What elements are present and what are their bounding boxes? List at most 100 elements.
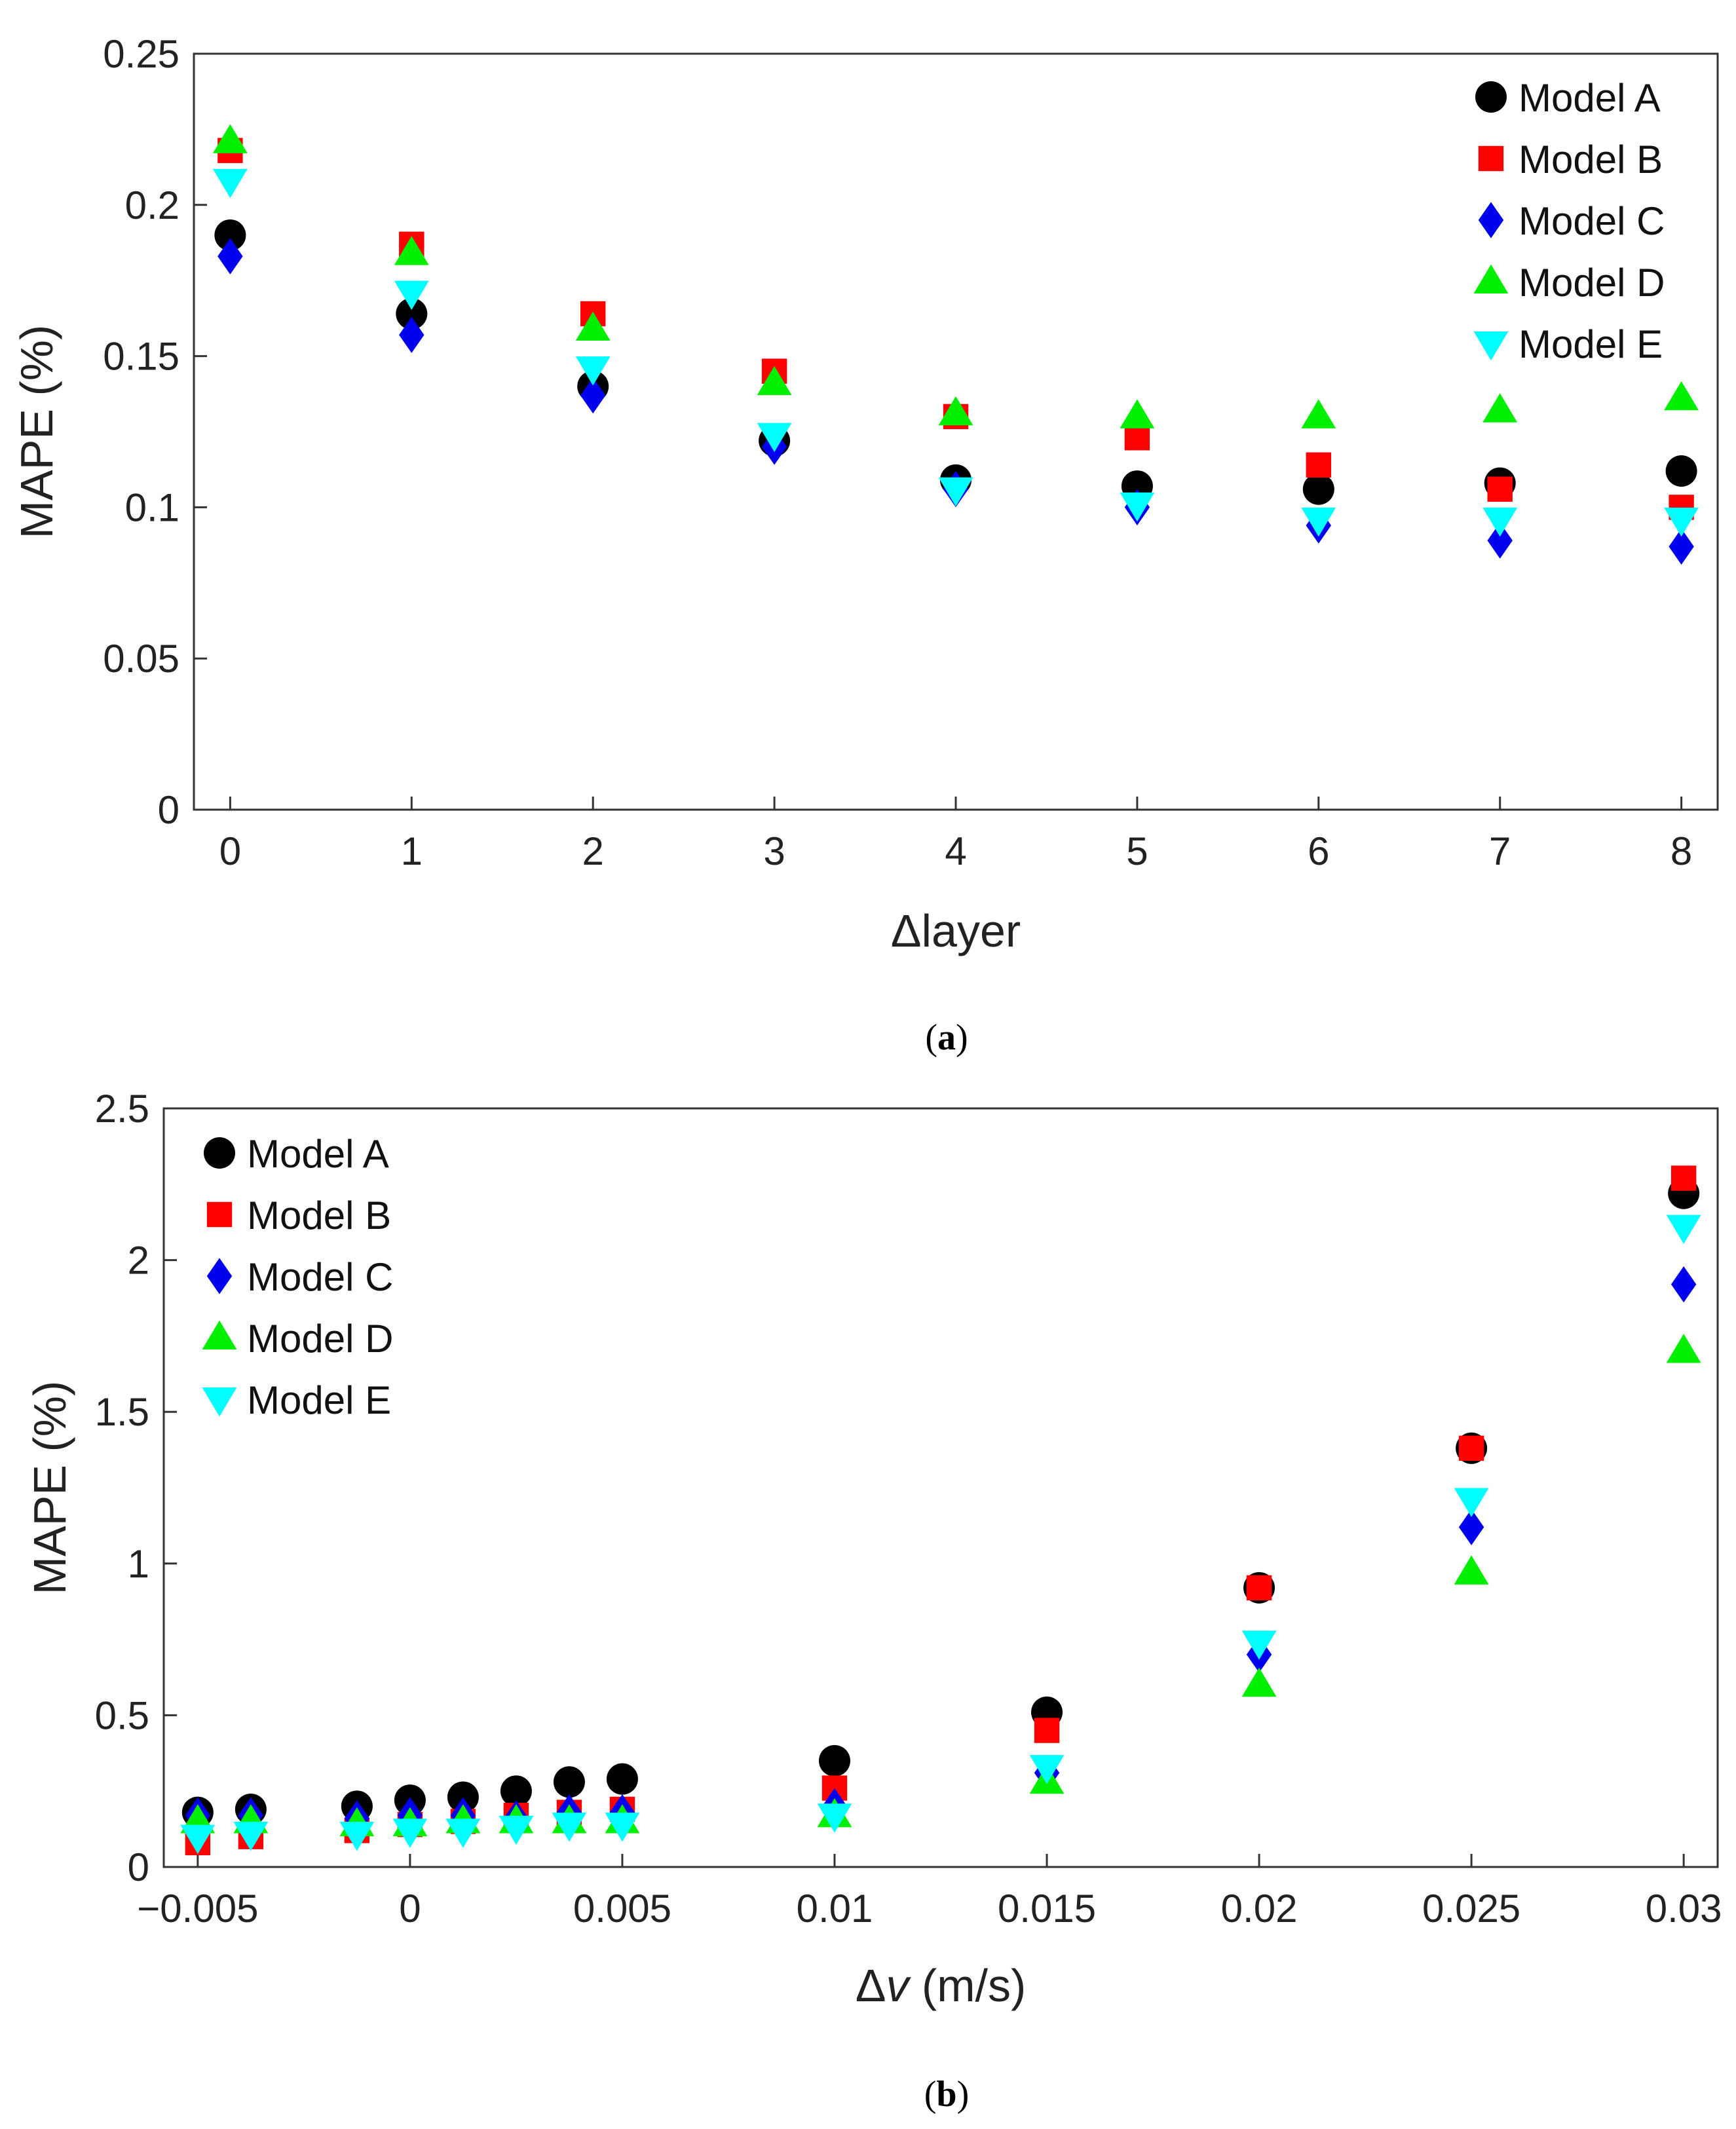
legend-label-model-a: Model A: [1519, 76, 1661, 120]
legend-marker-model-e: [1473, 331, 1509, 361]
legend-marker-model-d: [1473, 264, 1509, 293]
x-tick-label: 0.015: [998, 1887, 1096, 1931]
legend-marker-model-a: [1475, 81, 1507, 113]
legend-label-model-d: Model D: [1519, 261, 1665, 305]
x-axis-title-b-var: v: [886, 1960, 911, 2011]
x-tick-label: 3: [763, 829, 785, 873]
x-tick-label: 0: [219, 829, 241, 873]
data-point-model-b: [1487, 476, 1513, 502]
data-point-model-d: [394, 236, 429, 265]
y-tick-label: 0: [158, 788, 179, 832]
data-point-model-c: [1669, 528, 1694, 565]
data-point-model-e: [1482, 507, 1518, 537]
legend-label-model-e: Model E: [1519, 322, 1663, 366]
data-point-model-a: [553, 1766, 585, 1798]
data-point-model-e: [938, 477, 973, 507]
data-point-model-d: [1301, 399, 1336, 428]
data-point-model-e: [552, 1813, 587, 1842]
legend-label-model-c: Model C: [1519, 199, 1665, 243]
data-point-model-b: [1670, 1165, 1697, 1191]
data-point-model-e: [1454, 1488, 1489, 1517]
data-point-model-e: [817, 1803, 852, 1833]
points-a: [212, 124, 1699, 565]
y-tick-label: 0: [128, 1845, 149, 1889]
data-point-model-d: [1241, 1667, 1277, 1697]
y-tick-label: 0.15: [103, 335, 179, 379]
x-tick-label: −0.005: [137, 1887, 258, 1931]
data-point-model-a: [1665, 455, 1697, 487]
legend-marker-model-b: [206, 1201, 233, 1228]
data-point-model-a: [396, 297, 428, 330]
data-point-model-e: [1241, 1630, 1277, 1660]
data-point-model-c: [1670, 1266, 1697, 1303]
x-tick-label: 1: [401, 829, 423, 873]
y-tick-label: 0.25: [103, 32, 179, 76]
data-point-model-c: [217, 238, 243, 274]
ticks-a: 0 0.05 0.1 0.15 0.2 0.25 0 1 2 3 4 5 6 7 8: [103, 32, 1692, 873]
data-point-model-d: [1666, 1334, 1701, 1363]
y-tick-label: 0.5: [95, 1693, 149, 1737]
data-point-model-e: [180, 1824, 216, 1855]
x-tick-label: 4: [945, 829, 966, 873]
legend-b: Model A Model B Model C Model D Model E: [202, 1132, 393, 1422]
data-point-model-e: [392, 1818, 428, 1848]
data-point-model-e: [212, 168, 248, 198]
x-tick-label: 2: [582, 829, 604, 873]
chart-panel-b: 00.511.522.5−0.005 0 0.005 0.01 0.015 0.02 0.0…: [24, 1087, 1722, 2115]
x-tick-label: 0: [399, 1887, 421, 1931]
data-point-model-b: [1034, 1718, 1060, 1743]
x-axis-title-b: Δv (m/s): [856, 1960, 1027, 2011]
legend-marker-model-c: [1478, 202, 1504, 238]
legend-label-model-b: Model B: [1519, 138, 1663, 181]
caption-a: (a): [925, 1017, 968, 1058]
data-point-model-e: [233, 1822, 269, 1851]
data-point-model-e: [575, 356, 611, 386]
x-tick-label: 0.005: [573, 1887, 671, 1931]
x-tick-label: 5: [1126, 829, 1148, 873]
x-tick-label: 0.025: [1422, 1887, 1520, 1931]
data-point-model-a: [606, 1763, 638, 1795]
data-point-model-d: [1664, 381, 1699, 411]
data-point-model-a: [447, 1781, 479, 1813]
y-axis-title-a: MAPE (%): [11, 325, 62, 539]
legend-marker-model-a: [204, 1137, 235, 1169]
caption-letter-b: b: [936, 2074, 956, 2115]
data-point-model-e: [499, 1815, 534, 1845]
plot-frame-b: [162, 1107, 1719, 1868]
data-point-model-e: [1666, 1215, 1701, 1245]
data-point-model-c: [1487, 522, 1513, 559]
data-point-model-b: [1124, 425, 1150, 451]
data-point-model-d: [212, 124, 248, 153]
data-point-model-a: [214, 219, 246, 251]
x-axis-title-b-prefix: Δ: [856, 1960, 886, 2011]
data-point-model-d: [938, 396, 973, 426]
data-point-model-e: [339, 1822, 375, 1851]
data-point-model-b: [1306, 452, 1332, 478]
data-point-model-d: [1120, 399, 1155, 428]
data-point-model-c: [580, 377, 606, 414]
data-point-model-e: [394, 280, 429, 311]
legend-marker-model-e: [202, 1387, 237, 1417]
data-point-model-e: [445, 1818, 481, 1848]
y-tick-label: 2.5: [95, 1087, 149, 1131]
data-point-model-a: [500, 1775, 532, 1807]
legend-marker-model-d: [202, 1320, 237, 1349]
data-point-model-d: [1454, 1555, 1489, 1585]
data-point-model-e: [1664, 507, 1699, 537]
y-tick-label: 1.5: [95, 1390, 149, 1434]
data-point-model-e: [1120, 492, 1155, 522]
chart-panel-a: 0 0.05 0.1 0.15 0.2 0.25 0 1 2 3 4 5 6 7 8 MAPE (%) Δl…: [11, 32, 1719, 1058]
legend-label-model-a: Model A: [247, 1132, 389, 1176]
x-axis-title-b-suffix: (m/s): [909, 1960, 1026, 2011]
y-tick-label: 0.05: [103, 637, 179, 681]
points-b: [180, 1165, 1701, 1856]
y-tick-label: 2: [128, 1239, 149, 1283]
ticks-b: 00.511.522.5−0.005 0 0.005 0.01 0.015 0.02 0.0…: [95, 1087, 1722, 1931]
x-axis-title-a: Δlayer: [891, 905, 1021, 956]
x-tick-label: 8: [1670, 829, 1692, 873]
legend-label-model-d: Model D: [247, 1317, 393, 1361]
x-tick-label: 7: [1489, 829, 1511, 873]
data-point-model-d: [1482, 393, 1518, 423]
data-point-model-e: [1301, 507, 1336, 537]
